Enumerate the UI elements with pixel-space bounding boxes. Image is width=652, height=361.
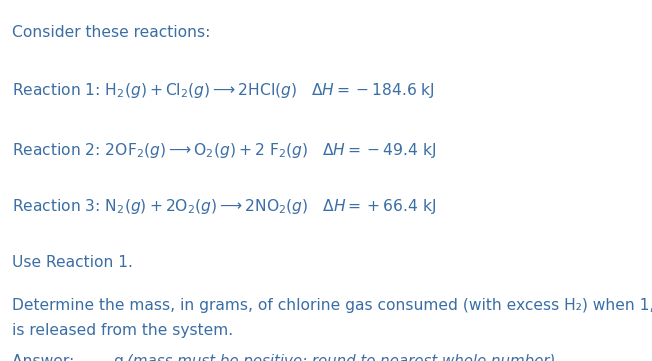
Text: Use Reaction 1.: Use Reaction 1. [12,255,132,270]
Text: Reaction 3: $\mathrm{N_2}(g) + \mathrm{2O_2}(g) \longrightarrow \mathrm{2NO_2}(g: Reaction 3: $\mathrm{N_2}(g) + \mathrm{2… [12,197,436,216]
Text: g: g [114,354,129,361]
Text: Consider these reactions:: Consider these reactions: [12,25,210,40]
Text: (mass must be positive; round to nearest whole number): (mass must be positive; round to nearest… [127,354,556,361]
Text: _______: _______ [68,354,128,361]
Text: Determine the mass, in grams, of chlorine gas consumed (with excess H₂) when 1,5: Determine the mass, in grams, of chlorin… [12,298,652,313]
Text: Reaction 2: $\mathrm{2OF_2}(g) \longrightarrow \mathrm{O_2}(g) + 2\ \mathrm{F_2}: Reaction 2: $\mathrm{2OF_2}(g) \longrigh… [12,141,436,160]
Text: Reaction 1: $\mathrm{H_2}(g) + \mathrm{Cl_2}(g) \longrightarrow \mathrm{2HCl}(g): Reaction 1: $\mathrm{H_2}(g) + \mathrm{C… [12,81,435,100]
Text: is released from the system.: is released from the system. [12,323,233,338]
Text: Answer:: Answer: [12,354,79,361]
